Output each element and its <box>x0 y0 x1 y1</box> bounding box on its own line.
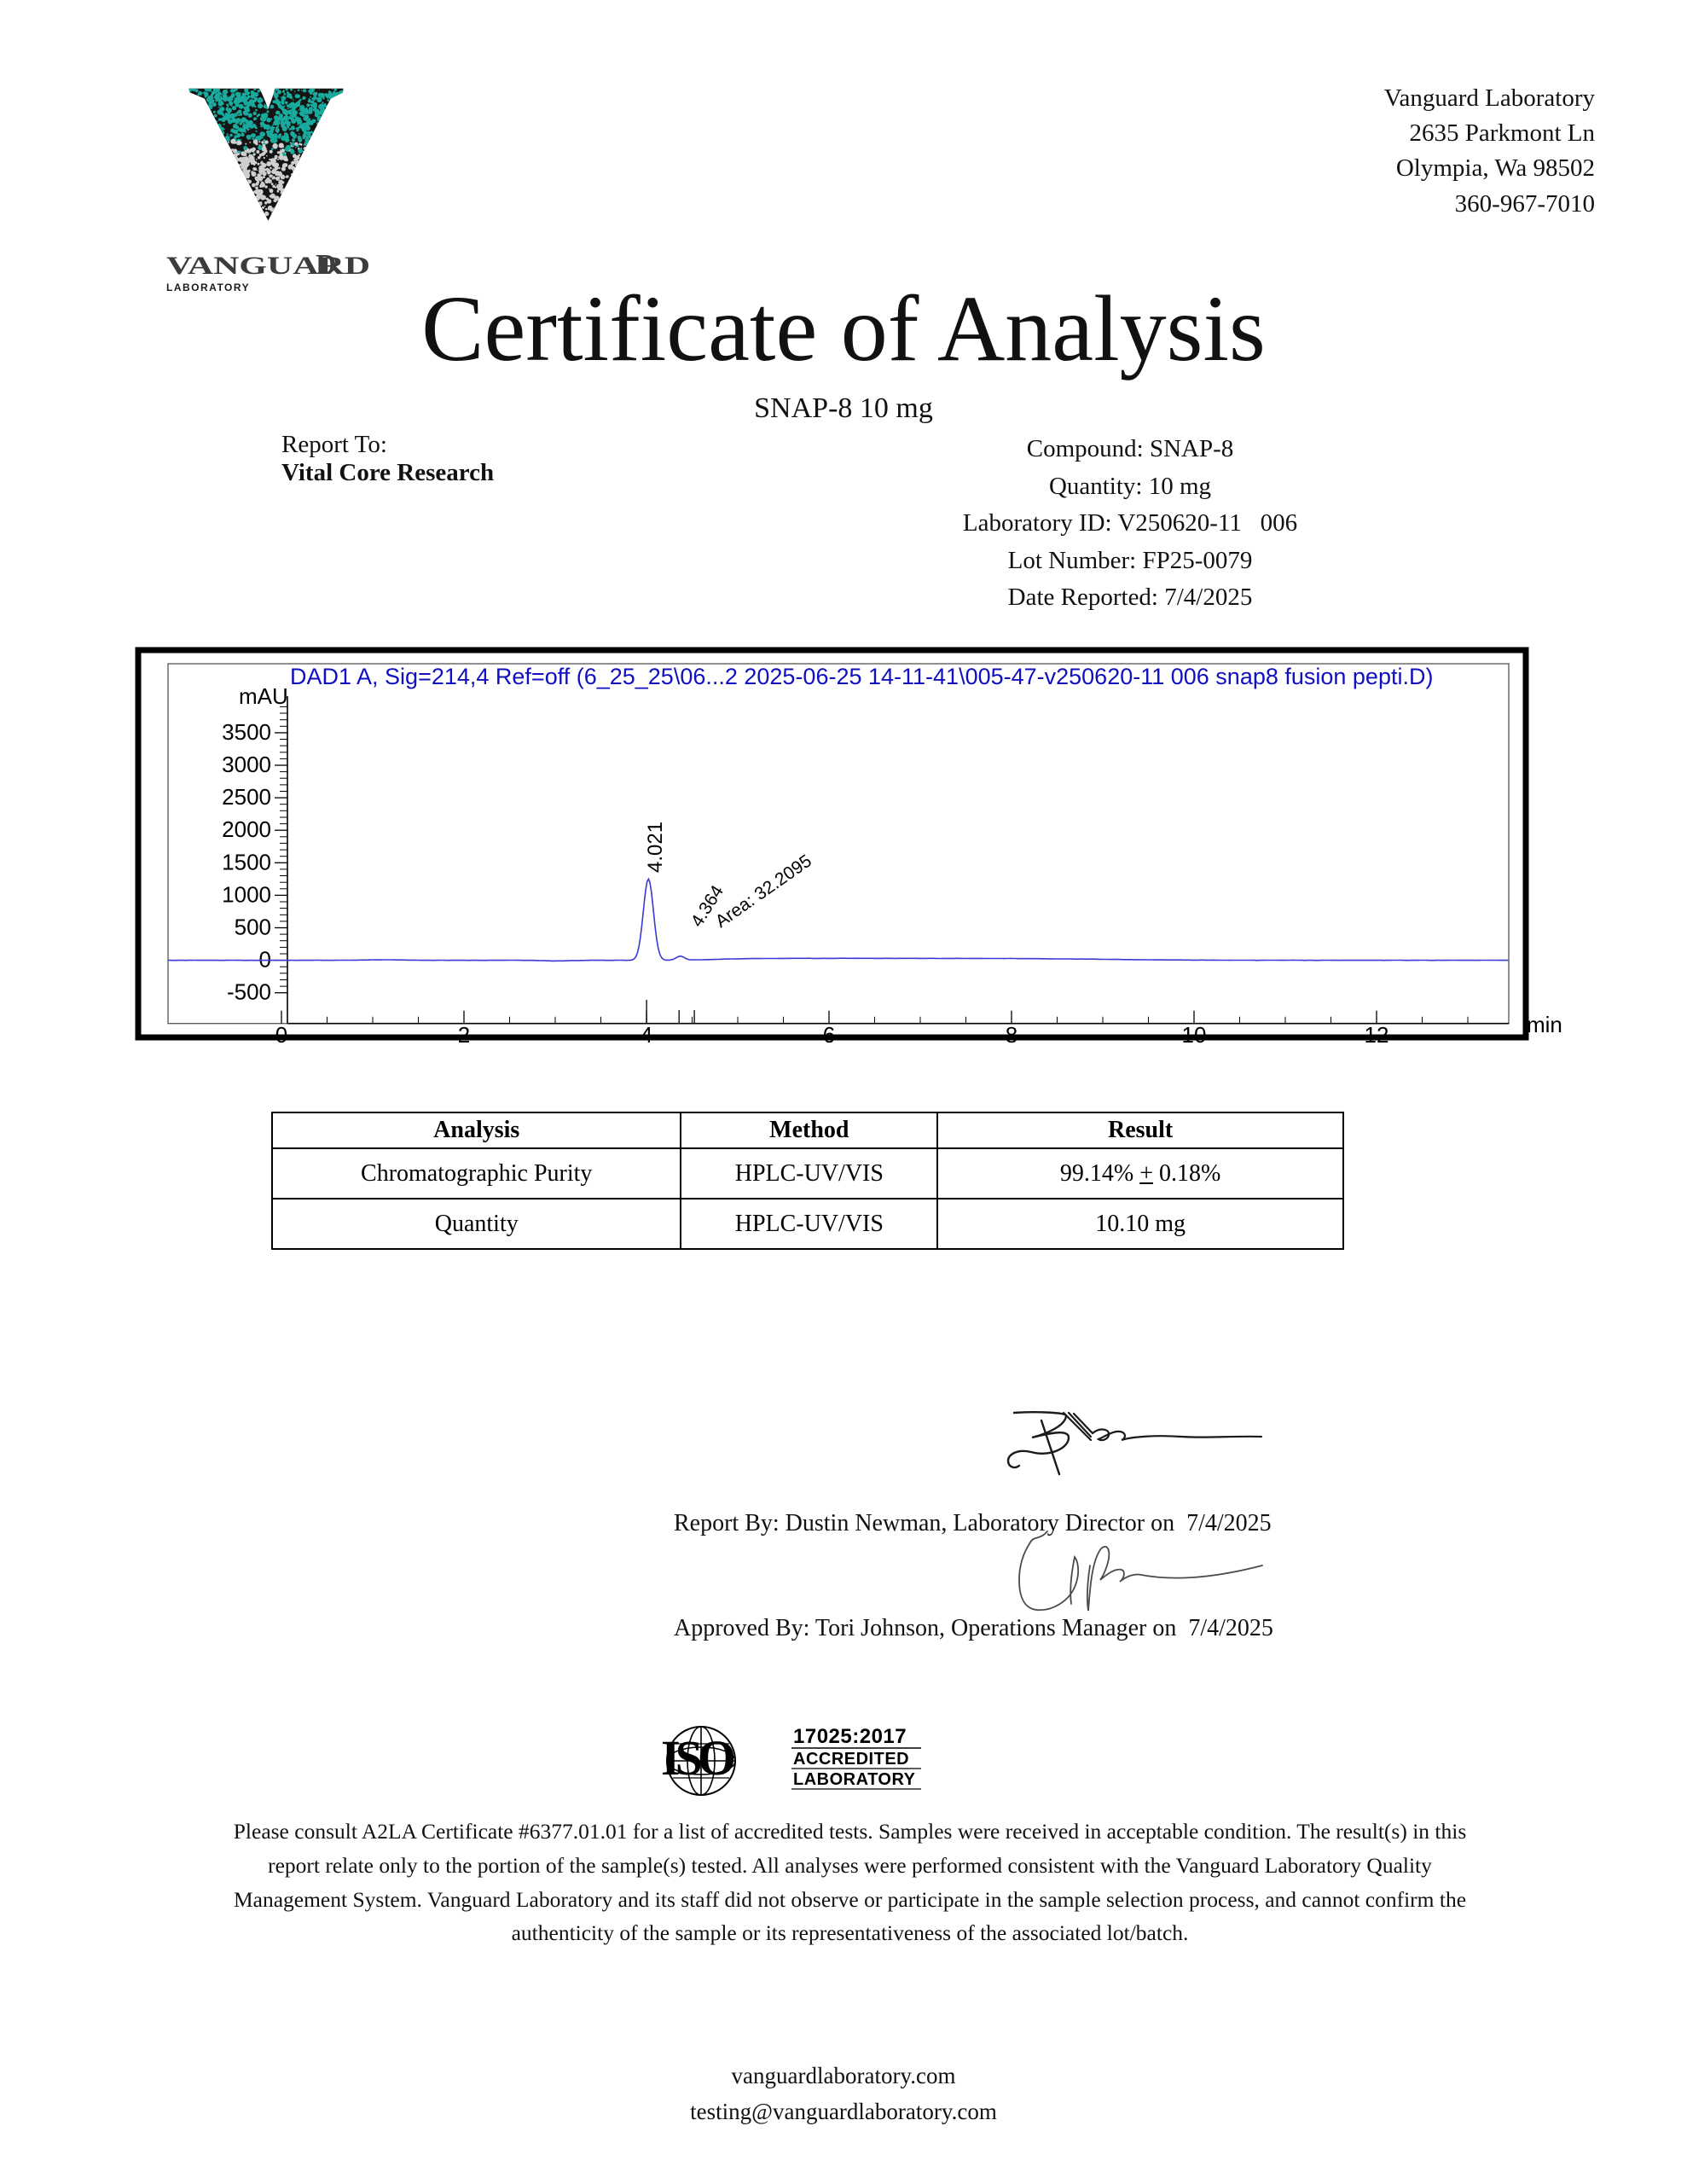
svg-text:2500: 2500 <box>222 784 271 810</box>
svg-text:12: 12 <box>1365 1022 1389 1048</box>
svg-text:ACCREDITED: ACCREDITED <box>793 1750 909 1769</box>
svg-text:2: 2 <box>458 1022 470 1048</box>
svg-text:1500: 1500 <box>222 849 271 874</box>
svg-text:3000: 3000 <box>222 752 271 777</box>
svg-text:500: 500 <box>235 915 271 940</box>
svg-text:6: 6 <box>823 1022 835 1048</box>
svg-text:min: min <box>1527 1012 1562 1037</box>
svg-text:DAD1 A, Sig=214,4 Ref=off (6_2: DAD1 A, Sig=214,4 Ref=off (6_25_25\06...… <box>290 664 1433 689</box>
svg-text:17025:2017: 17025:2017 <box>793 1725 907 1748</box>
svg-text:4.021: 4.021 <box>644 822 667 873</box>
svg-text:1000: 1000 <box>222 881 271 907</box>
svg-text:3500: 3500 <box>222 719 271 745</box>
svg-text:LABORATORY: LABORATORY <box>793 1770 916 1789</box>
svg-text:2000: 2000 <box>222 816 271 842</box>
svg-text:-500: -500 <box>227 979 271 1005</box>
svg-text:ISO: ISO <box>661 1730 734 1786</box>
svg-text:Area: 32.2095: Area: 32.2095 <box>712 851 815 932</box>
svg-text:0: 0 <box>259 947 271 973</box>
svg-text:10: 10 <box>1182 1022 1207 1048</box>
svg-text:mAU: mAU <box>239 683 288 709</box>
svg-text:4: 4 <box>641 1022 652 1048</box>
svg-text:8: 8 <box>1006 1022 1017 1048</box>
svg-text:0: 0 <box>275 1022 287 1048</box>
